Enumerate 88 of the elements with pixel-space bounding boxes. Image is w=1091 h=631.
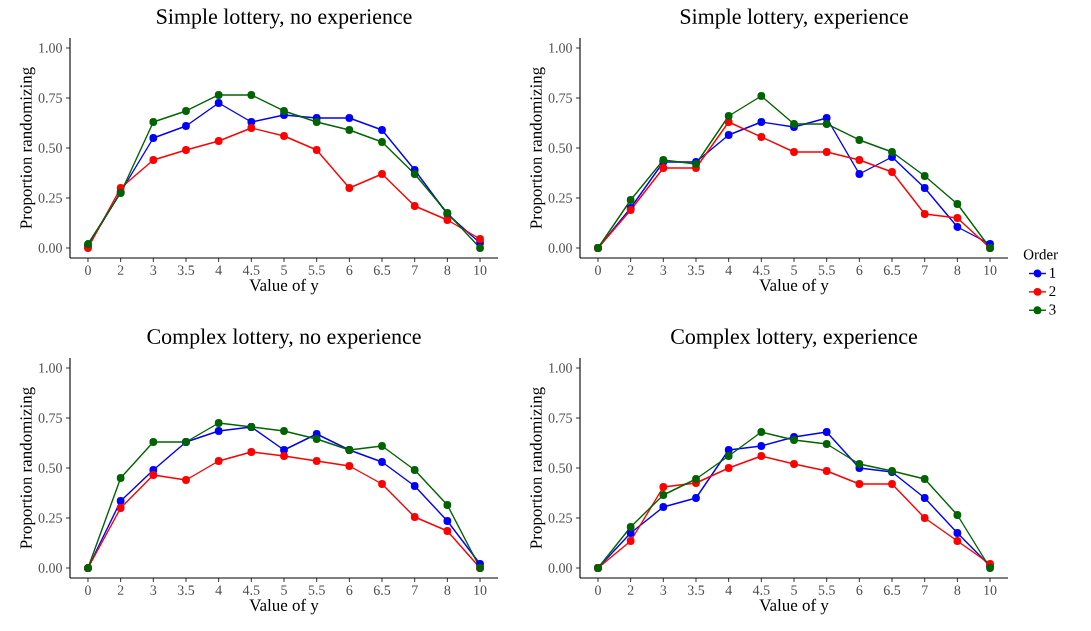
- x-tick-label: 8: [444, 265, 451, 275]
- x-tick-label: 2: [627, 265, 634, 275]
- x-tick-label: 5.5: [818, 585, 835, 595]
- y-tick-label: 0.00: [38, 243, 62, 253]
- x-tick-label: 2: [627, 585, 634, 595]
- chart-title: Complex lottery, no experience: [147, 328, 421, 349]
- x-tick-label: 4: [215, 265, 222, 275]
- legend-label: 3: [1049, 304, 1056, 315]
- x-tick-label: 5: [791, 585, 797, 595]
- x-axis-title: Value of y: [759, 598, 829, 615]
- chart-title: Simple lottery, experience: [680, 8, 908, 29]
- y-tick-label: 0.50: [548, 463, 572, 473]
- x-tick-label: 5.5: [308, 585, 325, 595]
- y-tick-label: 1.00: [549, 43, 572, 53]
- legend-title: Order: [1023, 248, 1058, 260]
- x-tick-label: 10: [984, 265, 997, 275]
- x-tick-label: 3.5: [687, 585, 705, 595]
- x-tick-label: 7: [922, 265, 928, 275]
- x-tick-label: 5: [281, 265, 287, 275]
- y-tick-label: 1.00: [39, 363, 62, 373]
- y-tick-label: 0.00: [548, 243, 572, 253]
- x-tick-label: 8: [954, 265, 961, 275]
- x-axis-title: Value of y: [249, 598, 319, 615]
- x-tick-label: 6: [856, 585, 863, 595]
- x-tick-label: 6: [346, 585, 353, 595]
- x-tick-label: 3.5: [177, 265, 195, 275]
- x-tick-label: 4: [725, 585, 732, 595]
- x-tick-label: 2: [117, 265, 124, 275]
- x-tick-label: 3.5: [687, 265, 705, 275]
- x-tick-label: 4.5: [242, 265, 260, 275]
- legend-label: 1: [1050, 267, 1056, 278]
- y-axis-title: Proportion randomizing: [529, 387, 546, 549]
- x-tick-label: 0: [595, 585, 601, 595]
- y-tick-label: 1.00: [549, 363, 572, 373]
- y-tick-label: 0.00: [38, 563, 62, 573]
- x-tick-label: 5: [791, 265, 797, 275]
- x-tick-label: 6.5: [373, 585, 391, 595]
- x-tick-label: 5: [281, 585, 287, 595]
- x-tick-label: 2: [117, 585, 124, 595]
- y-tick-label: 0.50: [38, 143, 62, 153]
- x-tick-label: 3: [660, 265, 667, 275]
- x-tick-label: 6.5: [883, 265, 901, 275]
- x-tick-label: 10: [984, 585, 997, 595]
- x-axis-title: Value of y: [759, 278, 829, 295]
- x-tick-label: 4.5: [242, 585, 260, 595]
- x-tick-label: 4: [725, 265, 732, 275]
- x-tick-label: 7: [412, 585, 418, 595]
- y-tick-label: 1.00: [39, 43, 62, 53]
- y-axis-title: Proportion randomizing: [529, 67, 546, 229]
- x-tick-label: 6.5: [373, 265, 391, 275]
- x-tick-label: 5.5: [308, 265, 325, 275]
- x-tick-label: 6: [346, 265, 353, 275]
- y-tick-label: 0.25: [548, 513, 572, 523]
- x-tick-label: 7: [922, 585, 928, 595]
- x-tick-label: 10: [474, 585, 487, 595]
- x-axis-title: Value of y: [249, 278, 319, 295]
- x-tick-label: 4.5: [752, 265, 770, 275]
- x-tick-label: 7: [412, 265, 418, 275]
- y-tick-label: 0.50: [38, 463, 62, 473]
- x-tick-label: 8: [954, 585, 961, 595]
- y-tick-label: 0.25: [548, 193, 572, 203]
- y-tick-label: 0.75: [38, 93, 62, 103]
- x-tick-label: 3: [660, 585, 667, 595]
- y-tick-label: 0.25: [38, 193, 62, 203]
- x-tick-label: 5.5: [818, 265, 835, 275]
- x-tick-label: 8: [444, 585, 451, 595]
- y-tick-label: 0.75: [548, 413, 572, 423]
- x-tick-label: 3: [150, 585, 157, 595]
- y-axis-title: Proportion randomizing: [19, 387, 36, 549]
- x-tick-label: 4.5: [752, 585, 770, 595]
- x-tick-label: 3.5: [177, 585, 195, 595]
- x-tick-label: 0: [595, 265, 601, 275]
- x-tick-label: 4: [215, 585, 222, 595]
- x-tick-label: 0: [85, 585, 91, 595]
- y-tick-label: 0.00: [548, 563, 572, 573]
- x-tick-label: 3: [150, 265, 157, 275]
- y-tick-label: 0.50: [548, 143, 572, 153]
- legend-label: 2: [1049, 286, 1056, 297]
- y-tick-label: 0.75: [548, 93, 572, 103]
- y-tick-label: 0.75: [38, 413, 62, 423]
- y-axis-title: Proportion randomizing: [19, 67, 36, 229]
- chart-title: Complex lottery, experience: [671, 328, 918, 349]
- x-tick-label: 10: [474, 265, 487, 275]
- y-tick-label: 0.25: [38, 513, 62, 523]
- x-tick-label: 6: [856, 265, 863, 275]
- x-tick-label: 0: [85, 265, 91, 275]
- x-tick-label: 6.5: [883, 585, 901, 595]
- chart-title: Simple lottery, no experience: [157, 8, 412, 29]
